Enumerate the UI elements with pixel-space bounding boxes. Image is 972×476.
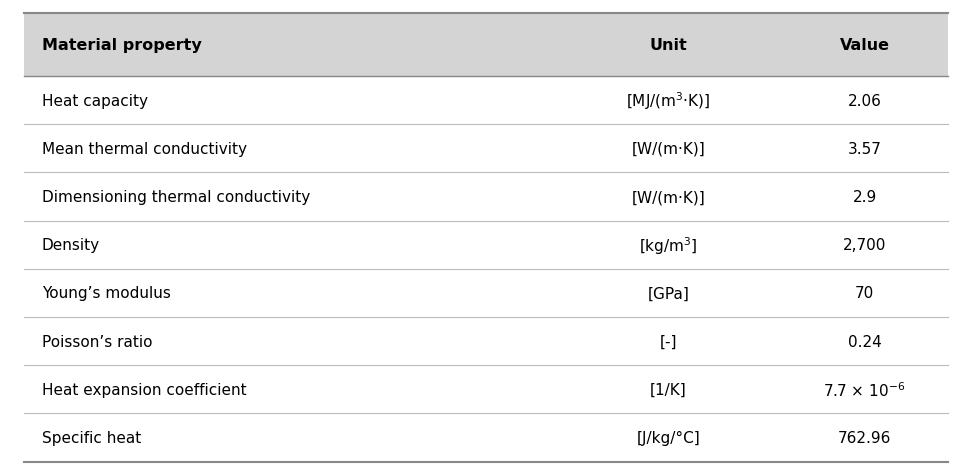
Text: 762.96: 762.96 [838,430,891,445]
Text: 2,700: 2,700 [843,238,886,253]
Text: Dimensioning thermal conductivity: Dimensioning thermal conductivity [42,189,310,205]
Text: [kg/m$^3$]: [kg/m$^3$] [640,234,698,256]
Text: 70: 70 [855,286,874,301]
Text: [-]: [-] [660,334,677,349]
Text: Density: Density [42,238,100,253]
Text: Young’s modulus: Young’s modulus [42,286,171,301]
Text: Specific heat: Specific heat [42,430,141,445]
Text: Poisson’s ratio: Poisson’s ratio [42,334,153,349]
Text: Value: Value [840,38,889,53]
Text: Heat capacity: Heat capacity [42,93,148,109]
Bar [24,14,948,77]
Text: 2.9: 2.9 [852,189,877,205]
Text: 3.57: 3.57 [848,141,882,157]
Text: [GPa]: [GPa] [647,286,689,301]
Text: Material property: Material property [42,38,201,53]
Text: 0.24: 0.24 [848,334,882,349]
Text: [J/kg/°C]: [J/kg/°C] [637,430,700,445]
Text: 2.06: 2.06 [848,93,882,109]
Text: [MJ/(m$^3$·K)]: [MJ/(m$^3$·K)] [626,90,711,112]
Text: [1/K]: [1/K] [650,382,687,397]
Text: 7.7 × 10$^{-6}$: 7.7 × 10$^{-6}$ [823,380,906,399]
Text: Heat expansion coefficient: Heat expansion coefficient [42,382,247,397]
Text: [W/(m·K)]: [W/(m·K)] [632,141,706,157]
Text: [W/(m·K)]: [W/(m·K)] [632,189,706,205]
Text: Mean thermal conductivity: Mean thermal conductivity [42,141,247,157]
Text: Unit: Unit [649,38,687,53]
